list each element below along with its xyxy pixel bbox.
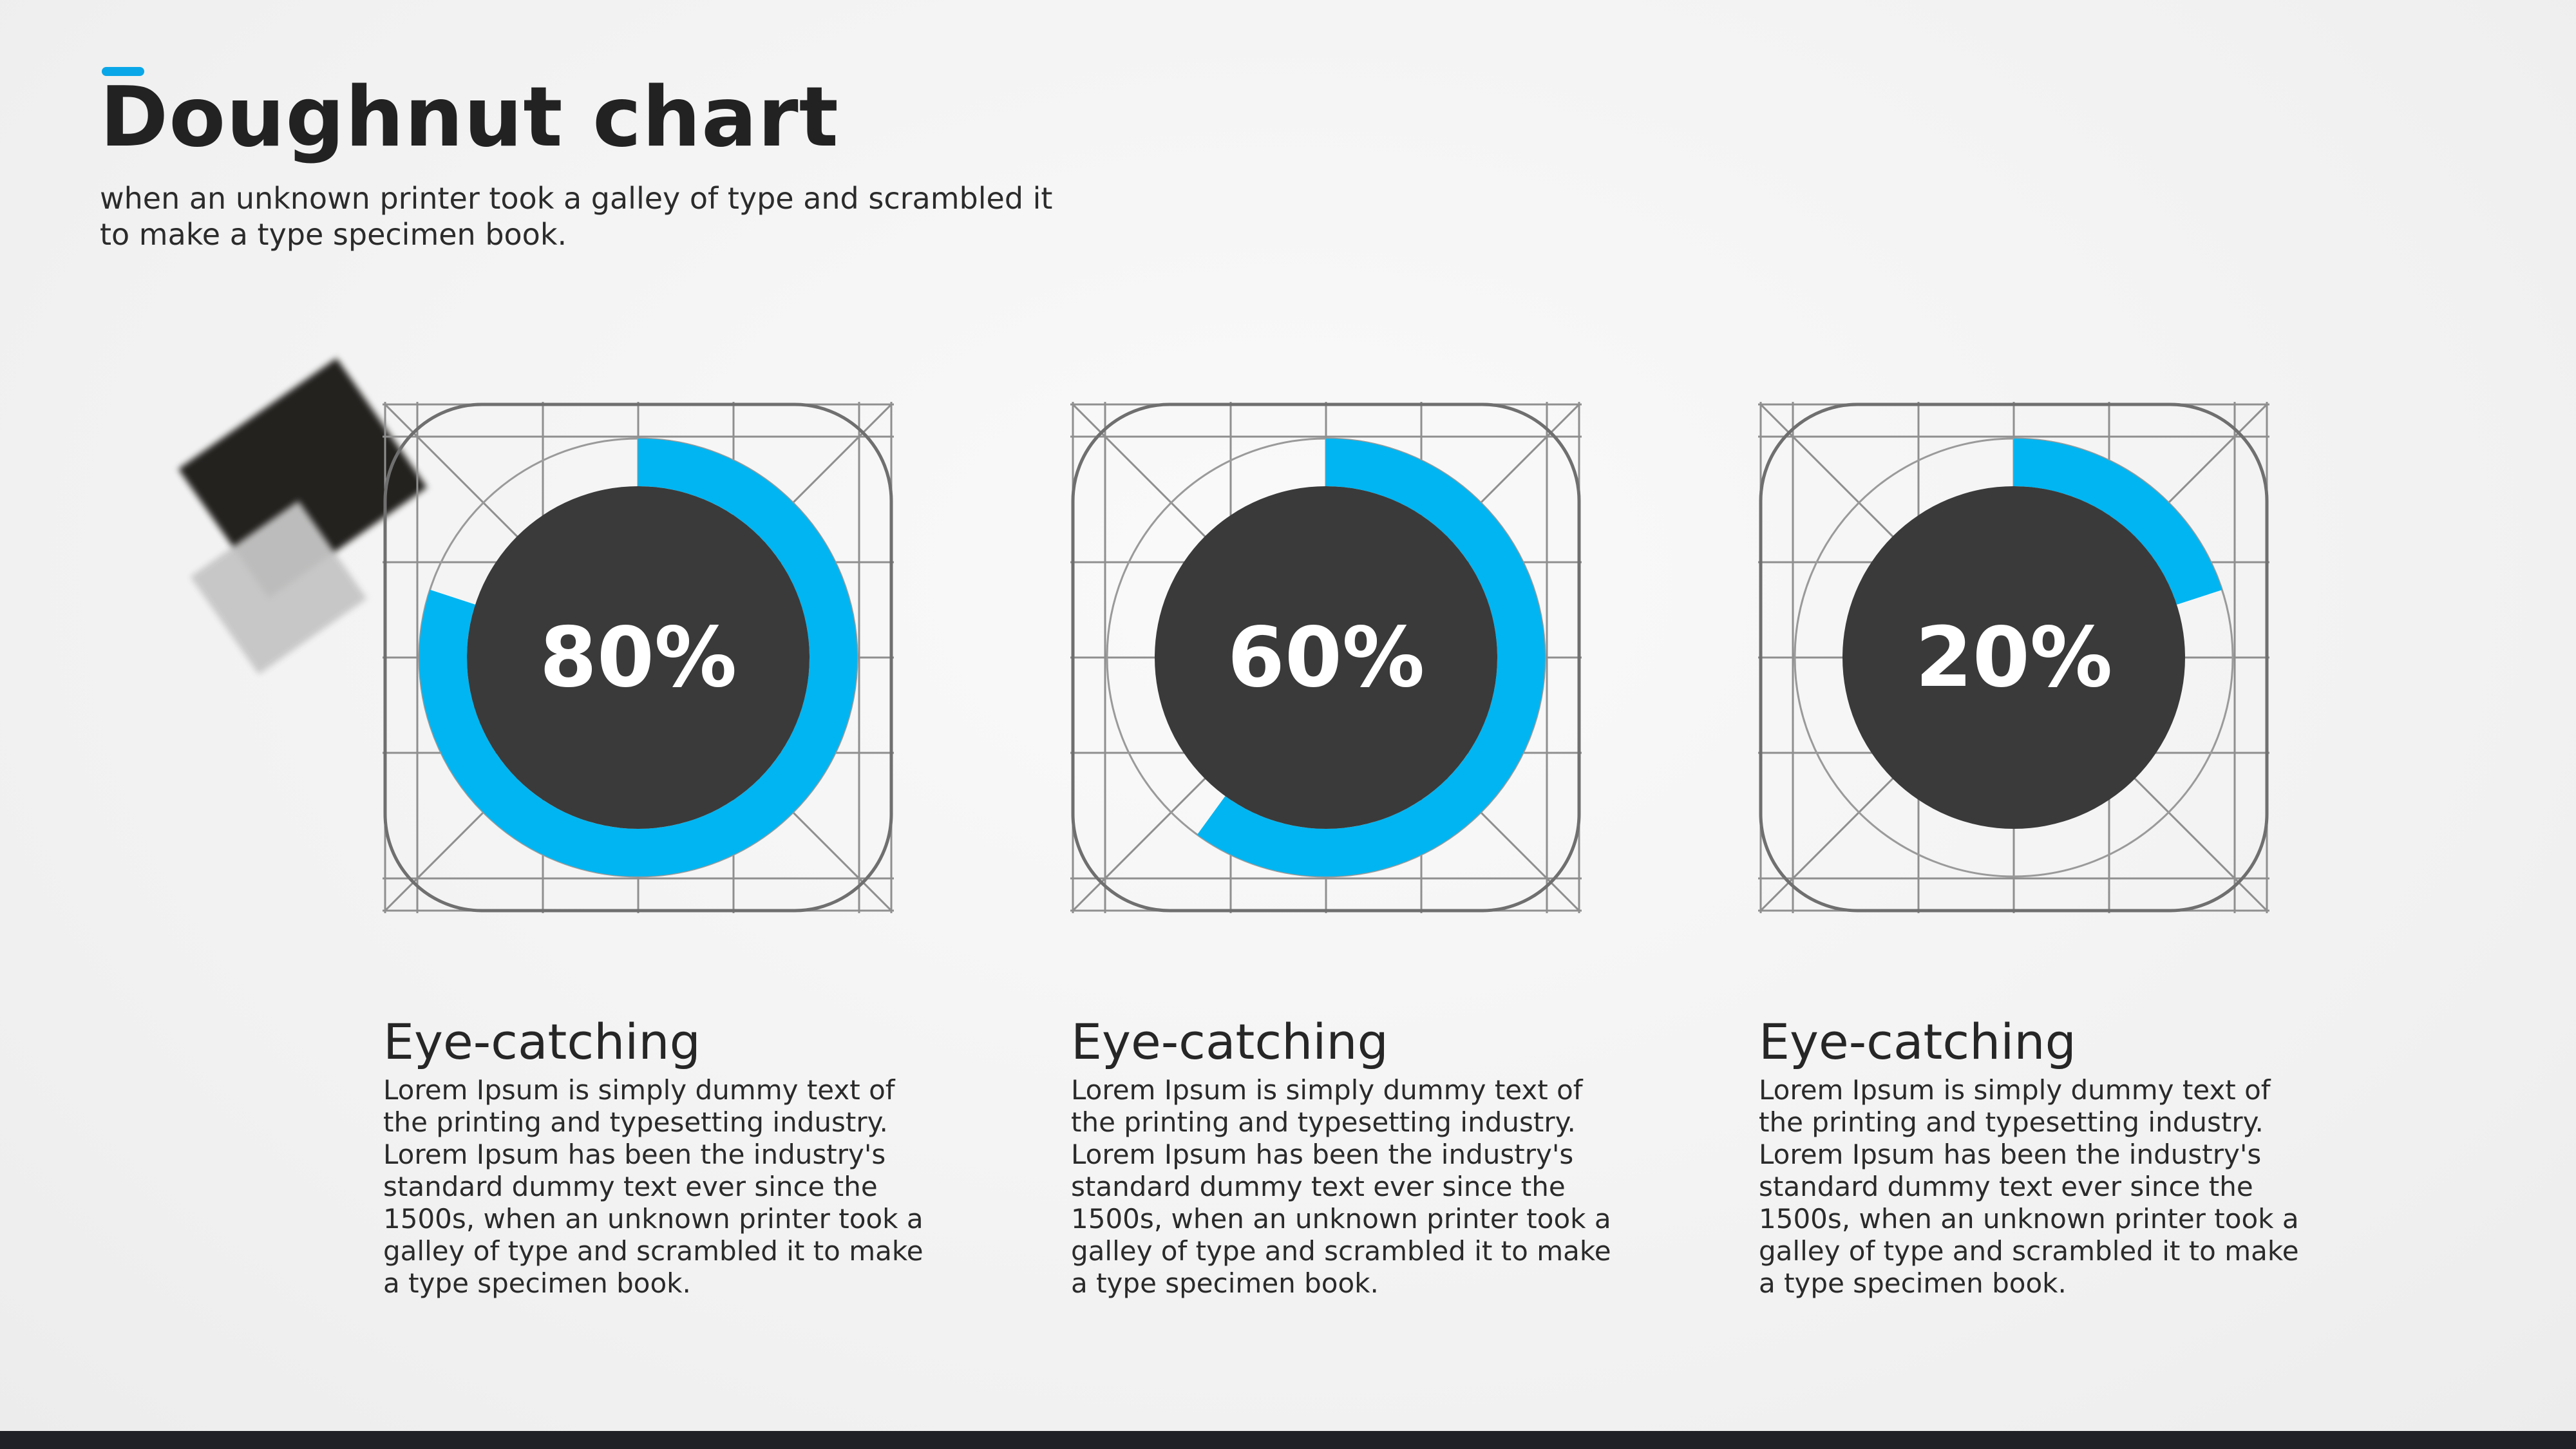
page-subtitle: when an unknown printer took a galley of… [100,181,1053,252]
title-accent-bar [102,67,144,76]
doughnut-value-label: 20% [1915,610,2112,706]
doughnut-chart-2: 60% [1070,402,1582,913]
doughnut-value-arc [1795,439,2233,876]
doughnut-value-arc [419,439,857,876]
feature-card-heading: Eye-catching [383,1013,701,1070]
feature-card-3: Eye-catching Lorem Ipsum is simply dummy… [1759,1011,2300,1300]
doughnut-chart-1: 80% [383,402,894,913]
doughnut-chart-3: 20% [1758,402,2269,913]
feature-card-2: Eye-catching Lorem Ipsum is simply dummy… [1071,1011,1612,1300]
doughnut-value-label: 60% [1227,610,1425,706]
footer-bar [0,1431,2576,1449]
doughnut-value-label: 80% [540,610,737,706]
feature-card-body: Lorem Ipsum is simply dummy text of the … [1071,1074,1611,1299]
doughnut-chart-1-svg: 80% [383,402,894,913]
feature-card-body: Lorem Ipsum is simply dummy text of the … [1759,1074,2299,1299]
doughnut-hole [1842,486,2185,829]
page-title: Doughnut chart [100,70,839,166]
doughnut-value-arc [1107,439,1545,876]
doughnut-hole [1155,486,1497,829]
feature-card-heading: Eye-catching [1759,1013,2076,1070]
feature-card-heading: Eye-catching [1071,1013,1388,1070]
doughnut-hole [467,486,810,829]
feature-card-1: Eye-catching Lorem Ipsum is simply dummy… [383,1011,924,1300]
doughnut-chart-3-svg: 20% [1758,402,2269,913]
feature-card-body: Lorem Ipsum is simply dummy text of the … [383,1074,923,1299]
doughnut-chart-2-svg: 60% [1070,402,1582,913]
